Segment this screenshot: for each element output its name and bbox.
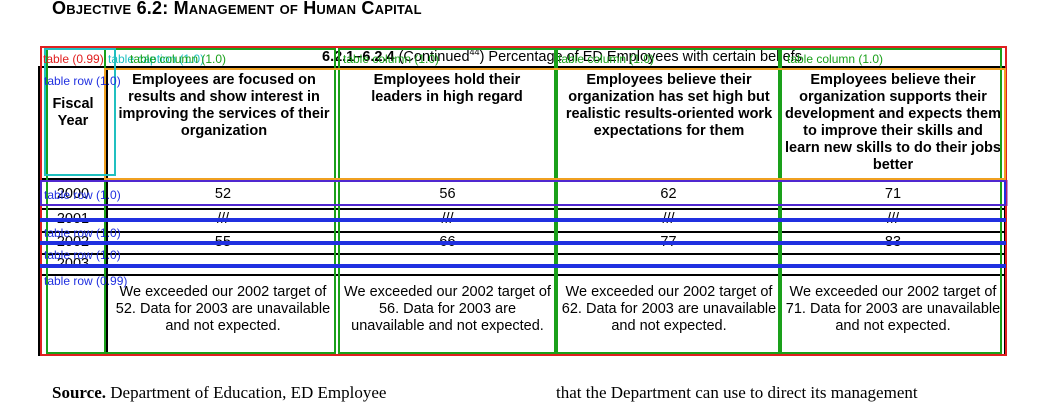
table-column-label: table column (1.0) xyxy=(343,52,440,66)
source-note: Source. Department of Education, ED Empl… xyxy=(52,383,386,403)
row-note: We exceeded our 2002 target of 56. Data … xyxy=(344,284,551,334)
table-label: table (0.99) xyxy=(43,52,104,66)
caption-text-1: (Continued xyxy=(394,48,470,65)
table-left-rule xyxy=(38,66,40,356)
table-right-rule xyxy=(1004,66,1006,356)
header-high-expectations: Employees believe their organization has… xyxy=(565,72,773,139)
row-value: /// xyxy=(662,211,675,227)
section-heading: Objective 6.2: Management of Human Capit… xyxy=(52,0,422,18)
row-value: 56 xyxy=(439,186,456,202)
row-value: 62 xyxy=(660,186,677,202)
header-focused-on-results: Employees are focused on results and sho… xyxy=(118,72,330,139)
table-top-rule xyxy=(38,66,1006,68)
table-row-label: table row (1.0) xyxy=(44,248,121,262)
header-supports-development: Employees believe their organization sup… xyxy=(785,72,1001,173)
table-row-label: table row (1.0) xyxy=(44,188,121,202)
row-year: 2000 xyxy=(56,186,90,202)
row-note: We exceeded our 2002 target of 52. Data … xyxy=(115,284,331,334)
row-value: /// xyxy=(441,211,454,227)
table-row-label: table row (0.99) xyxy=(44,274,128,288)
row-rule xyxy=(38,208,1006,210)
row-value: /// xyxy=(216,211,230,227)
source-right-text: that the Department can use to direct it… xyxy=(556,383,918,402)
row-rule xyxy=(38,253,1006,255)
row-value: 52 xyxy=(214,186,232,202)
source-text: Department of Education, ED Employee xyxy=(106,383,387,402)
caption-number: 6.2.1–6.2.4 xyxy=(322,48,395,65)
header-fiscal-year: Fiscal Year xyxy=(52,96,94,129)
row-rule xyxy=(38,231,1006,233)
table-caption: 6.2.1–6.2.4 (Continued44) Percentage of … xyxy=(322,47,802,65)
caption-footnote: 44 xyxy=(469,47,480,57)
row-value: 71 xyxy=(884,186,902,202)
table-row-label: table row (1.0) xyxy=(44,226,121,240)
row-value: 83 xyxy=(884,234,902,250)
row-value: 66 xyxy=(439,234,456,250)
header-hold-leaders: Employees hold their leaders in high reg… xyxy=(371,72,523,105)
table-column-label: table column (1.0) xyxy=(787,52,884,66)
row-value: /// xyxy=(886,211,900,227)
column-rule xyxy=(106,66,108,356)
caption-text-2: ) Percentage of ED Employees with certai… xyxy=(479,48,802,65)
table-column-label: table column (1.0) xyxy=(130,52,227,66)
row-note: We exceeded our 2002 target of 71. Data … xyxy=(785,284,1001,334)
row-value: 55 xyxy=(214,234,232,250)
row-value: 77 xyxy=(660,234,677,250)
table-column-label: table column (1.0) xyxy=(558,52,655,66)
header-bottom-rule xyxy=(38,178,1006,180)
data-table: 6.2.1–6.2.4 (Continued44) Percentage of … xyxy=(38,44,1006,357)
table-bottom-rule xyxy=(38,354,1006,356)
source-label: Source. xyxy=(52,383,106,402)
row-rule xyxy=(38,274,1006,276)
table-row-label: table row (1.0) xyxy=(44,74,121,88)
row-note: We exceeded our 2002 target of 62. Data … xyxy=(561,284,777,334)
table-caption-label: table caption (1.0) xyxy=(108,52,205,66)
